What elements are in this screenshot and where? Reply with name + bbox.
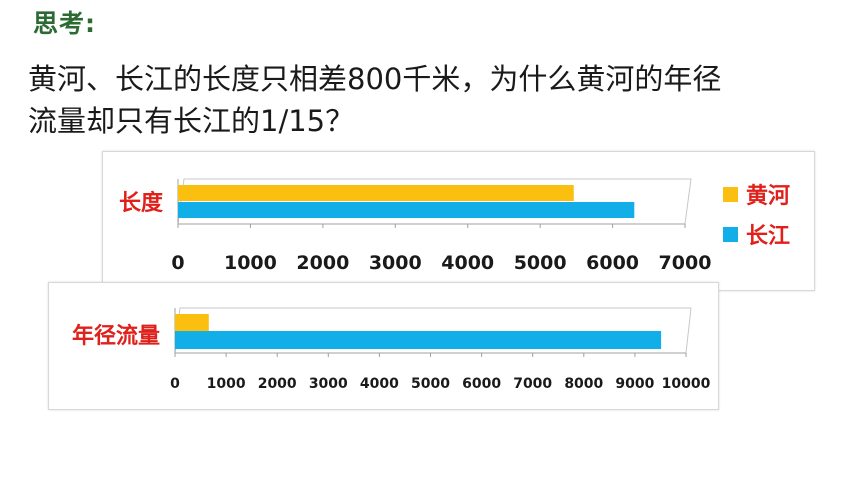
flow-tick-label-0: 0 [170, 376, 180, 392]
length-category-label: 长度 [119, 190, 164, 216]
length-tick-label-3000: 3000 [369, 252, 422, 274]
flow-tick-label-3000: 3000 [309, 376, 348, 392]
length-tick-label-0: 0 [171, 252, 184, 274]
flow-category-label: 年径流量 [72, 323, 160, 349]
flow-tick-label-4000: 4000 [360, 376, 399, 392]
legend-label-yellow-river: 黄河 [746, 184, 791, 209]
question-text: 黄河、长江的长度只相差800千米，为什么黄河的年径 流量却只有长江的1/15？ [28, 58, 828, 142]
page-heading: 思考: [33, 9, 96, 38]
length-bar-yellow-river [178, 185, 574, 201]
legend-swatch-yellow-river [723, 186, 738, 202]
flow-chart: 0 1000 2000 3000 4000 5000 6000 7000 8000 9000 100… [72, 307, 711, 392]
flow-tick-label-10000: 10000 [662, 376, 711, 392]
flow-chart-panel: 0 1000 2000 3000 4000 5000 6000 7000 8000 9000 100… [48, 282, 719, 410]
legend-label-yangtze: 长江 [746, 224, 791, 249]
flow-tick-label-6000: 6000 [462, 376, 501, 392]
length-chart-panel: 0 1000 2000 3000 4000 5000 6000 7000 长度 [102, 151, 815, 291]
question-line-1: 黄河、长江的长度只相差800千米，为什么黄河的年径 [28, 62, 722, 96]
length-tick-label-1000: 1000 [224, 252, 277, 274]
chart-legend: 黄河 长江 [723, 180, 790, 260]
legend-item-yellow-river: 黄河 [723, 180, 791, 209]
flow-tick-label-2000: 2000 [258, 376, 297, 392]
flow-bar-yangtze [175, 331, 662, 349]
length-tick-label-6000: 6000 [586, 252, 639, 274]
flow-tick-label-7000: 7000 [513, 376, 552, 392]
length-tick-label-5000: 5000 [514, 252, 567, 274]
flow-tick-label-1000: 1000 [207, 376, 246, 392]
question-line-2: 流量却只有长江的1/15？ [28, 104, 355, 138]
flow-tick-label-8000: 8000 [564, 376, 603, 392]
legend-item-yangtze: 长江 [723, 220, 791, 249]
flow-tick-label-9000: 9000 [615, 376, 654, 392]
length-tick-label-7000: 7000 [659, 252, 712, 274]
length-tick-label-4000: 4000 [441, 252, 494, 274]
flow-bar-yellow-river [175, 314, 209, 332]
length-tick-label-2000: 2000 [296, 252, 349, 274]
flow-tick-label-5000: 5000 [411, 376, 450, 392]
length-bar-yangtze [178, 202, 635, 218]
legend-swatch-yangtze [723, 226, 738, 242]
length-chart: 0 1000 2000 3000 4000 5000 6000 7000 长度 [119, 178, 712, 274]
